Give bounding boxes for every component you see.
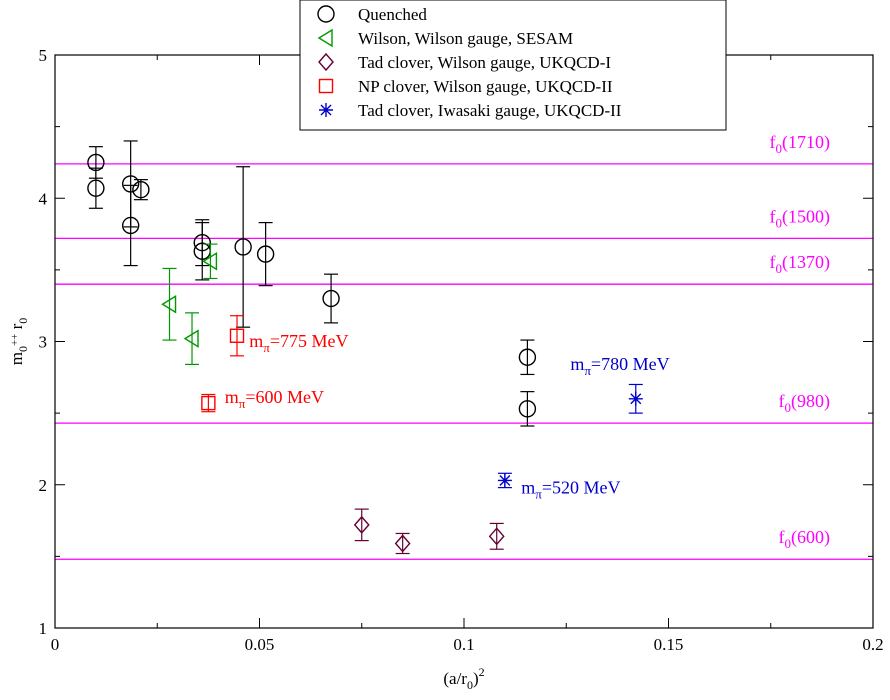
data-point: [201, 395, 216, 411]
data-point: [518, 348, 537, 366]
legend-label: Tad clover, Wilson gauge, UKQCD-I: [358, 53, 611, 72]
x-tick-label: 0.15: [654, 635, 684, 654]
data-point: [161, 295, 177, 314]
reference-labels: f0(1710) f0(1500) f0(1370) f0(980) f0(600): [770, 132, 831, 551]
reference-line-label: f0(1370): [770, 252, 831, 276]
series-star: [497, 383, 643, 489]
x-tick-labels: 0 0.05 0.1 0.15 0.2: [51, 635, 884, 654]
series-triangle-left: [161, 243, 218, 366]
data-series: [87, 140, 643, 555]
y-tick-labels: 1 2 3 4 5: [39, 46, 48, 638]
series-circle: [87, 140, 537, 427]
y-tick-label: 3: [39, 333, 48, 352]
legend-label: Tad clover, Iwasaki gauge, UKQCD-II: [358, 101, 622, 120]
data-point: [234, 238, 252, 256]
pion-mass-annotation: mπ=775 MeV: [249, 331, 348, 355]
y-tick-label: 4: [39, 189, 48, 208]
legend-marker: [319, 103, 333, 117]
y-tick-label: 1: [39, 619, 48, 638]
data-point: [229, 328, 245, 343]
data-point: [394, 534, 411, 553]
reference-line-label: f0(980): [779, 391, 831, 415]
data-point: [202, 252, 218, 271]
pion-mass-annotation: mπ=600 MeV: [225, 387, 324, 411]
reference-line-label: f0(1500): [770, 206, 831, 230]
pion-mass-annotation: mπ=780 MeV: [570, 354, 669, 378]
legend: Quenched Wilson, Wilson gauge, SESAM Tad c…: [299, 0, 727, 131]
legend-marker: [317, 28, 333, 48]
data-point: [628, 391, 643, 406]
data-point: [256, 245, 275, 263]
data-point: [322, 289, 340, 308]
data-point: [183, 329, 199, 348]
legend-marker: [318, 52, 334, 72]
y-axis-label: m0++ r0: [7, 318, 30, 366]
x-tick-label: 0.05: [245, 635, 275, 654]
data-point: [518, 400, 537, 418]
data-point: [132, 180, 150, 199]
legend-label: Wilson, Wilson gauge, SESAM: [358, 29, 573, 48]
legend-marker: [317, 5, 335, 23]
data-point: [121, 216, 140, 235]
x-tick-label: 0: [51, 635, 60, 654]
reference-line-label: f0(600): [779, 527, 831, 551]
data-point: [87, 179, 105, 197]
legend-label: Quenched: [358, 5, 427, 24]
pion-mass-annotation: mπ=520 MeV: [521, 477, 620, 501]
x-tick-label: 0.1: [453, 635, 474, 654]
x-axis-label: (a/r0)2: [443, 665, 484, 692]
data-point: [497, 473, 512, 488]
reference-line-label: f0(1710): [770, 132, 831, 156]
y-tick-label: 5: [39, 46, 48, 65]
data-point: [488, 527, 505, 546]
reference-lines: [55, 163, 873, 560]
legend-label: NP clover, Wilson gauge, UKQCD-II: [358, 77, 613, 96]
data-point: [353, 515, 370, 534]
series-square: [201, 315, 245, 413]
annotations: mπ=775 MeV mπ=600 MeV mπ=780 MeV mπ=520 MeV: [225, 331, 670, 501]
legend-box: [299, 0, 727, 131]
x-tick-label: 0.2: [862, 635, 883, 654]
legend-marker: [318, 78, 334, 94]
y-tick-label: 2: [39, 476, 48, 495]
series-diamond: [353, 508, 505, 555]
